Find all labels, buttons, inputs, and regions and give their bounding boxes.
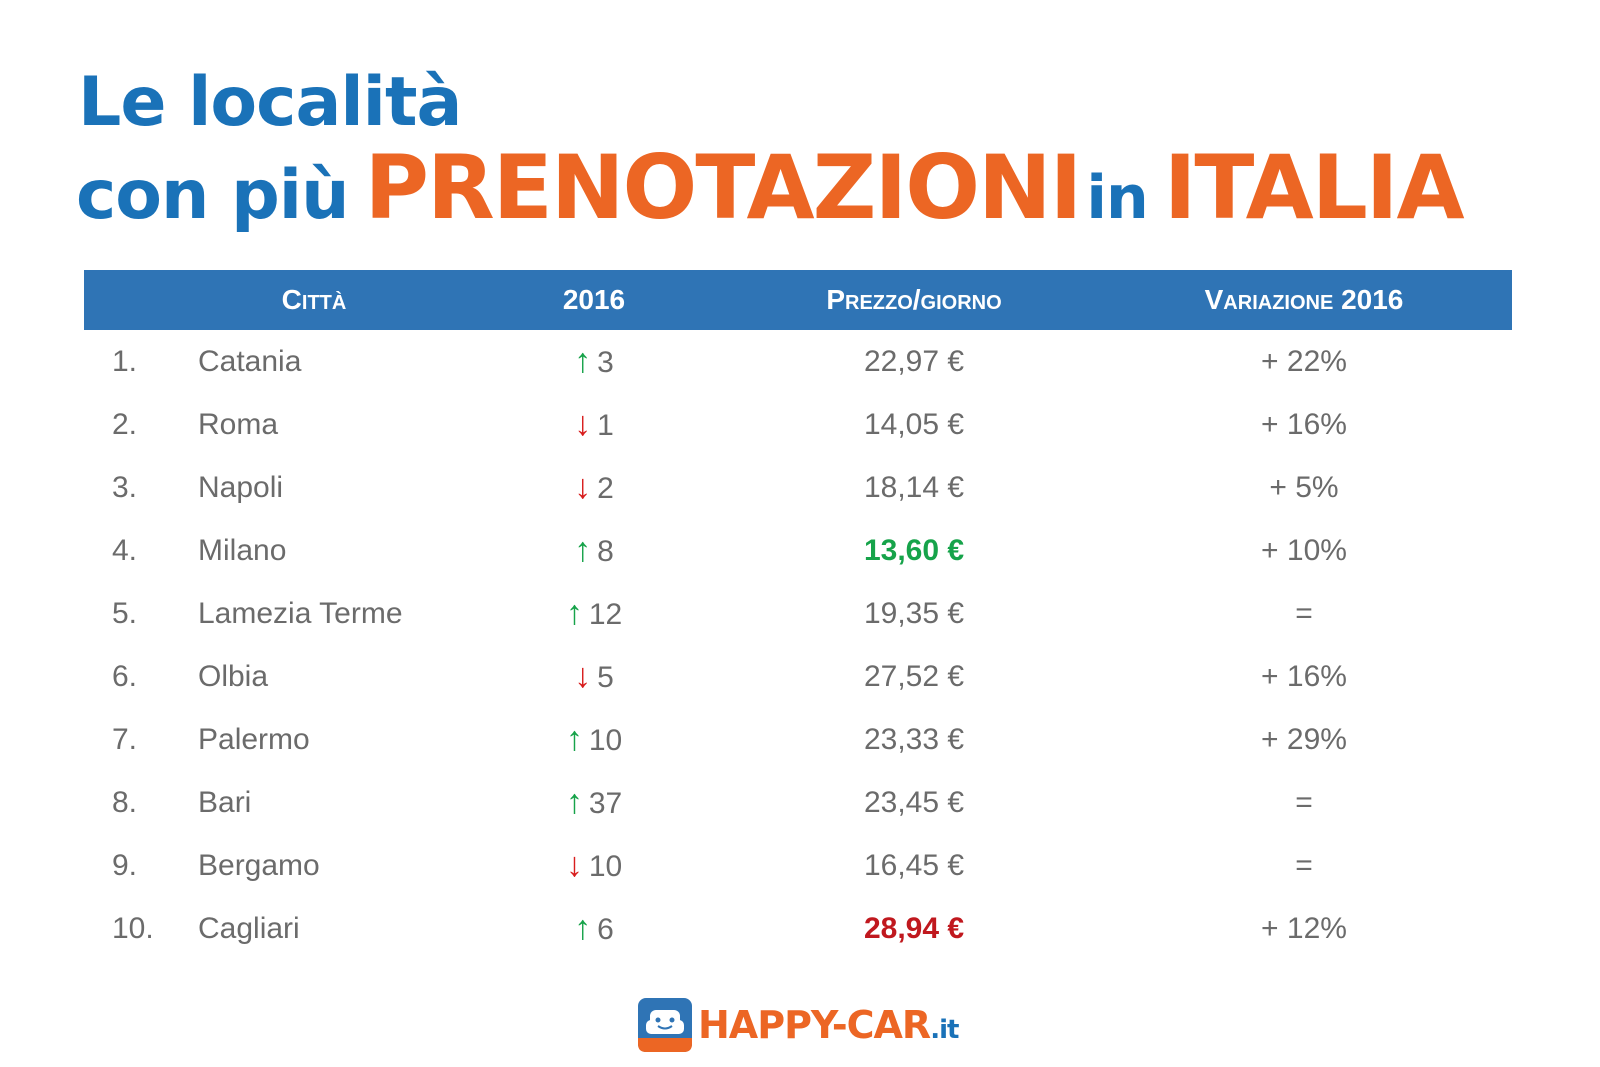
- happy-car-logo: HAPPY-CAR.it: [638, 996, 959, 1054]
- arrow-down-icon: ↓: [565, 846, 583, 884]
- rank-2016-value: 8: [597, 535, 614, 568]
- table-row: 7. Palermo ↑ 10 23,33 € + 29%: [84, 708, 1512, 771]
- table-row: 3. Napoli ↓ 2 18,14 € + 5%: [84, 456, 1512, 519]
- price-per-day: 27,52 €: [863, 660, 965, 693]
- header-2016: 2016: [562, 284, 626, 315]
- row-number: 5.: [112, 597, 138, 630]
- rank-2016-value: 5: [597, 661, 614, 694]
- variation-2016: =: [1295, 849, 1313, 882]
- title-line-2: con più PRENOTAZIONI in ITALIA: [76, 136, 1465, 239]
- logo-tld: .it: [930, 1015, 959, 1045]
- header-variazione: Variazione 2016: [1204, 284, 1404, 315]
- arrow-up-icon: ↑: [565, 720, 583, 758]
- variation-2016: + 12%: [1261, 912, 1347, 945]
- city-name: Palermo: [198, 723, 310, 756]
- table-row: 1. Catania ↑ 3 22,97 € + 22%: [84, 330, 1512, 393]
- logo-name: HAPPY-CAR: [698, 1003, 931, 1047]
- table-header: Città 2016 Prezzo/giorno Variazione 2016: [84, 270, 1512, 330]
- row-number: 3.: [112, 471, 138, 504]
- row-number: 10.: [112, 912, 154, 945]
- row-number: 7.: [112, 723, 138, 756]
- rank-2016: ↓ 5: [514, 645, 674, 708]
- table-row: 8. Bari ↑ 37 23,45 € =: [84, 771, 1512, 834]
- table-row: 6. Olbia ↓ 5 27,52 € + 16%: [84, 645, 1512, 708]
- arrow-up-icon: ↑: [574, 909, 592, 947]
- price-per-day: 13,60 €: [863, 534, 965, 567]
- variation-2016: + 5%: [1269, 471, 1339, 504]
- row-number: 1.: [112, 345, 138, 378]
- city-name: Bergamo: [198, 849, 320, 882]
- table-row: 10. Cagliari ↑ 6 28,94 € + 12%: [84, 897, 1512, 960]
- rank-2016-value: 10: [588, 850, 623, 883]
- rank-2016-value: 12: [588, 598, 623, 631]
- title-con-piu: con più: [76, 156, 350, 235]
- row-number: 6.: [112, 660, 138, 693]
- city-name: Lamezia Terme: [198, 597, 403, 630]
- price-per-day: 18,14 €: [863, 471, 965, 504]
- title-line-1: Le località: [78, 63, 462, 142]
- variation-2016: + 10%: [1261, 534, 1347, 567]
- arrow-down-icon: ↓: [574, 468, 592, 506]
- variation-2016: + 16%: [1261, 408, 1347, 441]
- rank-2016: ↓ 2: [514, 456, 674, 519]
- arrow-up-icon: ↑: [574, 531, 592, 569]
- rank-2016: ↑ 8: [514, 519, 674, 582]
- rank-2016: ↑ 6: [514, 897, 674, 960]
- variation-2016: + 22%: [1261, 345, 1347, 378]
- city-name: Catania: [198, 345, 302, 378]
- city-name: Bari: [198, 786, 252, 819]
- table-row: 2. Roma ↓ 1 14,05 € + 16%: [84, 393, 1512, 456]
- title-in: in: [1086, 163, 1148, 233]
- arrow-down-icon: ↓: [574, 657, 592, 695]
- rank-2016: ↑ 3: [514, 330, 674, 393]
- arrow-up-icon: ↑: [565, 594, 583, 632]
- arrow-down-icon: ↓: [574, 405, 592, 443]
- city-name: Milano: [198, 534, 287, 567]
- city-name: Cagliari: [198, 912, 300, 945]
- price-per-day: 23,45 €: [863, 786, 965, 819]
- rank-2016: ↓ 1: [514, 393, 674, 456]
- row-number: 4.: [112, 534, 138, 567]
- variation-2016: + 29%: [1261, 723, 1347, 756]
- rank-2016: ↑ 10: [514, 708, 674, 771]
- city-name: Napoli: [198, 471, 284, 504]
- price-per-day: 23,33 €: [863, 723, 965, 756]
- city-name: Olbia: [198, 660, 269, 693]
- price-per-day: 22,97 €: [863, 345, 965, 378]
- header-citta: Città: [281, 284, 347, 315]
- price-per-day: 19,35 €: [863, 597, 965, 630]
- variation-2016: + 16%: [1261, 660, 1347, 693]
- rank-2016: ↓ 10: [514, 834, 674, 897]
- city-name: Roma: [198, 408, 279, 441]
- row-number: 8.: [112, 786, 138, 819]
- rank-2016-value: 37: [588, 787, 623, 820]
- title-italia: ITALIA: [1163, 136, 1465, 239]
- arrow-up-icon: ↑: [565, 783, 583, 821]
- price-per-day: 16,45 €: [863, 849, 965, 882]
- rank-2016-value: 1: [597, 409, 614, 442]
- rank-2016: ↑ 37: [514, 771, 674, 834]
- table-body: 1. Catania ↑ 3 22,97 € + 22% 2. Roma ↓ 1 14,05 € + …: [84, 330, 1512, 960]
- rank-2016: ↑ 12: [514, 582, 674, 645]
- rank-2016-value: 6: [597, 913, 614, 946]
- title-prenotazioni: PRENOTAZIONI: [364, 136, 1083, 239]
- car-icon: [638, 998, 692, 1052]
- rank-2016-value: 10: [588, 724, 623, 757]
- rank-2016-value: 3: [597, 346, 614, 379]
- header-prezzo-giorno: Prezzo/giorno: [826, 284, 1002, 315]
- price-per-day: 28,94 €: [863, 912, 965, 945]
- variation-2016: =: [1295, 597, 1313, 630]
- variation-2016: =: [1295, 786, 1313, 819]
- table-row: 9. Bergamo ↓ 10 16,45 € =: [84, 834, 1512, 897]
- row-number: 2.: [112, 408, 138, 441]
- ranking-table: Città 2016 Prezzo/giorno Variazione 2016…: [84, 270, 1512, 960]
- price-per-day: 14,05 €: [863, 408, 965, 441]
- row-number: 9.: [112, 849, 138, 882]
- table-row: 4. Milano ↑ 8 13,60 € + 10%: [84, 519, 1512, 582]
- rank-2016-value: 2: [597, 472, 614, 505]
- arrow-up-icon: ↑: [574, 342, 592, 380]
- table-row: 5. Lamezia Terme ↑ 12 19,35 € =: [84, 582, 1512, 645]
